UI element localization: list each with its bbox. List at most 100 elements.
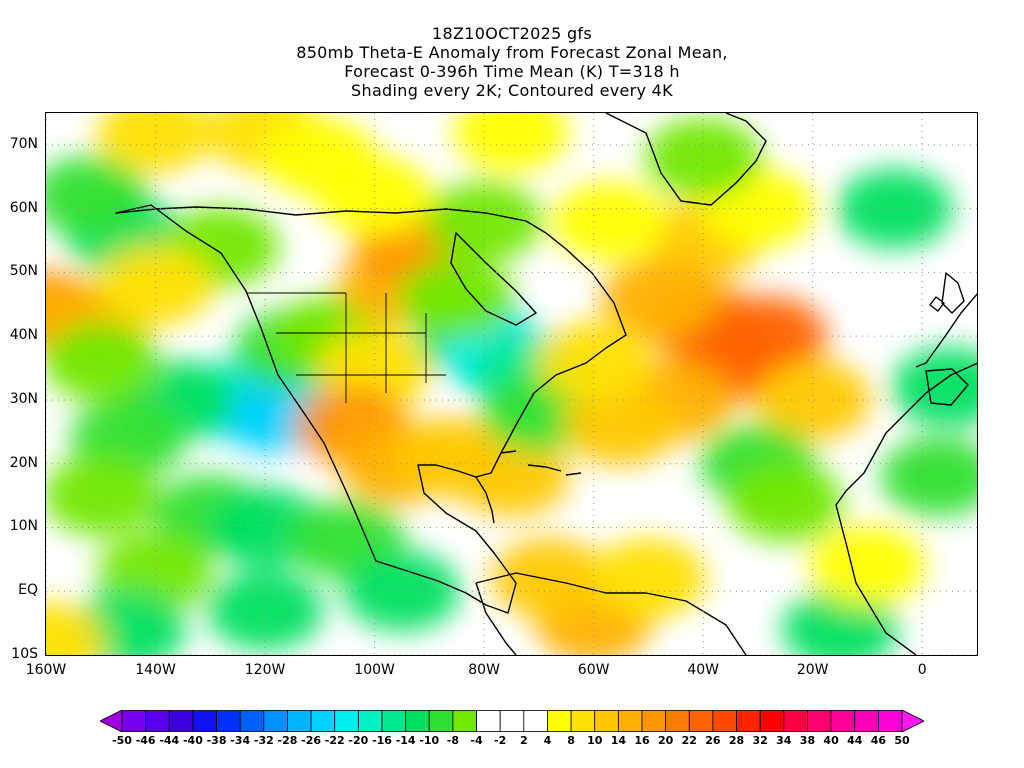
title-line-2: 850mb Theta-E Anomaly from Forecast Zona… [296, 43, 728, 62]
colorbar-swatch [807, 710, 832, 732]
colorbar-swatch [216, 710, 241, 732]
colorbar-underflow-triangle [100, 710, 123, 732]
anomaly-field-blob [46, 455, 159, 536]
colorbar-swatch [121, 710, 147, 732]
colorbar-tick-label: 50 [894, 734, 910, 747]
colorbar-tick-label: 8 [567, 734, 575, 747]
colorbar-swatch [452, 710, 477, 732]
colorbar-tick-label: -20 [348, 734, 369, 747]
plot-titles: 18Z10OCT2025 gfs 850mb Theta-E Anomaly f… [0, 24, 1024, 100]
colorbar-tick-label: 10 [587, 734, 603, 747]
colorbar-swatch [594, 710, 619, 732]
colorbar-swatch [665, 710, 690, 732]
colorbar-swatch [405, 710, 430, 732]
latitude-tick-label: 40N [9, 327, 38, 344]
anomaly-field-blob [207, 570, 324, 651]
colorbar-swatch [476, 710, 501, 732]
colorbar-tick-label: -32 [253, 734, 274, 747]
coastline-layer [115, 113, 977, 655]
colorbar-tick-label: -44 [159, 734, 180, 747]
colorbar-tick-label: -40 [182, 734, 203, 747]
anomaly-field-blob [535, 321, 652, 402]
colorbar-tick-label: 2 [519, 734, 528, 747]
anomaly-field-blob [343, 551, 460, 632]
anomaly-field-blob [491, 538, 608, 619]
anomaly-field-blob [46, 602, 104, 655]
anomaly-field-blob [97, 245, 214, 326]
colorbar-swatch [877, 710, 903, 732]
latitude-tick-label: 30N [9, 390, 38, 407]
colorbar-tick-label: 28 [728, 734, 745, 747]
colorbar-swatch [783, 710, 808, 732]
colorbar-tick-label: 22 [681, 734, 697, 747]
colorbar-swatch [688, 710, 714, 732]
anomaly-field-blob [398, 257, 515, 338]
anomaly-field-blob [601, 257, 718, 338]
anomaly-field-blob [590, 538, 707, 619]
anomaly-field-blob [880, 436, 977, 517]
colorbar-swatch [547, 710, 572, 732]
us-state-borders [246, 292, 446, 403]
south-america-coastline [475, 572, 747, 655]
anomaly-field-blob [453, 113, 570, 173]
longitude-tick-label: 80W [468, 662, 500, 678]
map-frame [45, 112, 978, 656]
anomaly-field-blob [552, 181, 669, 262]
colorbar-tick-label: -50 [112, 734, 132, 747]
colorbar-tick-label: 32 [752, 734, 768, 747]
colorbar-tick-label: -38 [206, 734, 227, 747]
colorbar-tick-label: -8 [446, 734, 460, 747]
anomaly-field-blob [727, 461, 844, 542]
africa-coastline [835, 362, 977, 655]
colorbar-swatch [381, 710, 407, 732]
colorbar-swatch [145, 710, 170, 732]
colorbar-swatch [736, 710, 761, 732]
anomaly-field-blob [754, 359, 871, 440]
theta-e-anomaly-map [46, 113, 977, 655]
colorbar-tick-label: -2 [494, 734, 507, 747]
anomaly-field-blob [316, 155, 433, 236]
colorbar-tick-label: -10 [419, 734, 440, 747]
iberia [925, 368, 969, 406]
anomaly-field-blob [809, 525, 926, 606]
colorbar-swatch [759, 710, 785, 732]
colorbar-tick-label: 40 [823, 734, 839, 747]
colorbar-swatch [523, 710, 548, 732]
longitude-tick-label: 40W [687, 662, 720, 678]
latitude-tick-label: 10S [11, 646, 38, 662]
colorbar-swatch [830, 710, 856, 732]
colorbar-tick-label: -16 [372, 734, 392, 747]
north-america-coastline [115, 204, 627, 614]
colorbar-tick-label: -28 [277, 734, 298, 747]
colorbar-overflow-triangle [901, 710, 924, 732]
colorbar-swatch [357, 710, 383, 732]
title-line-1: 18Z10OCT2025 gfs [432, 24, 592, 43]
caribbean-islands [500, 450, 582, 476]
colorbar-swatch [192, 710, 217, 732]
anomaly-field-blob [563, 385, 680, 466]
colorbar-tick-label: -34 [230, 734, 251, 747]
longitude-tick-label: 60W [577, 662, 610, 678]
latitude-tick-label: 60N [9, 199, 38, 216]
longitude-tick-label: 0 [917, 662, 927, 678]
colorbar-tick-label: -4 [470, 734, 483, 747]
colorbar-tick-label: 46 [870, 734, 887, 747]
colorbar-swatch [287, 710, 312, 732]
anomaly-field-blob [645, 117, 762, 198]
lat-lon-gridlines [46, 113, 977, 655]
colorbar-swatch [239, 710, 265, 732]
colorbar-tick-label: 4 [543, 734, 552, 747]
colorbar-tick-label: 20 [657, 734, 674, 747]
longitude-tick-label: 100W [354, 662, 395, 678]
colorbar-tick-label: -46 [135, 734, 156, 747]
colorbar-swatch [641, 710, 667, 732]
anomaly-field-blob [46, 321, 159, 402]
anomaly-field-blob [453, 436, 570, 517]
shaded-field-layer [46, 113, 977, 655]
colorbar-tick-label: 16 [634, 734, 650, 747]
title-line-4: Shading every 2K; Contoured every 4K [351, 81, 673, 100]
colorbar-tick-label: 34 [776, 734, 792, 747]
colorbar-tick-label: -14 [395, 734, 416, 747]
latitude-tick-label: 10N [9, 518, 38, 535]
latitude-tick-label: 20N [9, 454, 38, 471]
